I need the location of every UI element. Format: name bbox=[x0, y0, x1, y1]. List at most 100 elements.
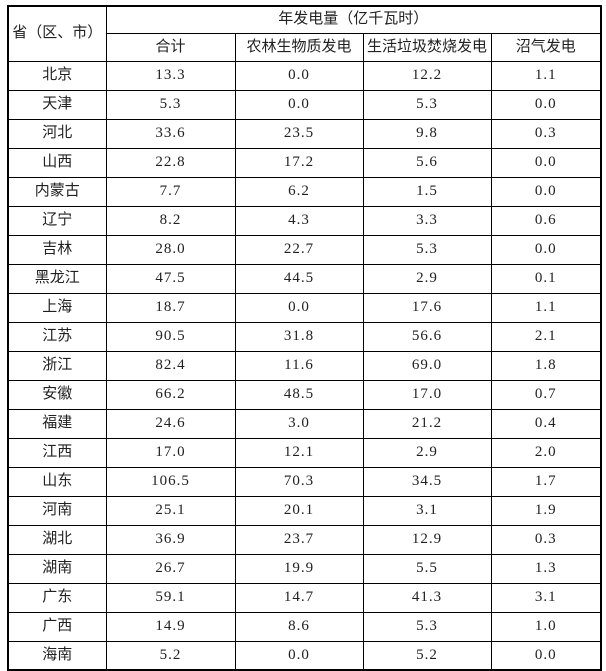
table-row: 黑龙江 47.5 44.5 2.9 0.1 bbox=[7, 263, 602, 294]
value-cell: 0.3 bbox=[490, 524, 602, 555]
value-cell: 0.0 bbox=[490, 147, 602, 178]
table-row: 广东 59.1 14.7 41.3 3.1 bbox=[7, 582, 602, 613]
value-cell: 59.1 bbox=[105, 582, 236, 613]
value-cell: 0.0 bbox=[490, 176, 602, 207]
value-cell: 12.9 bbox=[362, 524, 492, 555]
value-cell: 5.3 bbox=[362, 611, 492, 642]
value-cell: 12.1 bbox=[234, 437, 364, 468]
value-cell: 22.8 bbox=[105, 147, 236, 178]
sub-header-row: 合计 农林生物质发电 生活垃圾焚烧发电 沼气发电 bbox=[8, 32, 602, 62]
value-cell: 90.5 bbox=[105, 321, 236, 352]
col-header-biogas: 沼气发电 bbox=[490, 32, 602, 62]
value-cell: 25.1 bbox=[105, 495, 236, 526]
province-cell: 黑龙江 bbox=[7, 263, 107, 294]
value-cell: 18.7 bbox=[105, 292, 236, 323]
value-cell: 1.8 bbox=[490, 350, 602, 381]
value-cell: 5.5 bbox=[362, 553, 492, 584]
value-cell: 5.3 bbox=[105, 89, 236, 120]
value-cell: 3.1 bbox=[362, 495, 492, 526]
annual-generation-group-header: 年发电量（亿千瓦时） bbox=[105, 5, 602, 34]
table-row: 浙江 82.4 11.6 69.0 1.8 bbox=[7, 350, 602, 381]
province-cell: 河南 bbox=[7, 495, 107, 526]
table-row: 江苏 90.5 31.8 56.6 2.1 bbox=[7, 321, 602, 352]
value-cell: 0.0 bbox=[490, 89, 602, 120]
value-cell: 1.1 bbox=[490, 60, 602, 91]
value-cell: 0.3 bbox=[490, 118, 602, 149]
value-cell: 8.6 bbox=[234, 611, 364, 642]
value-cell: 1.7 bbox=[490, 466, 602, 497]
value-cell: 24.6 bbox=[105, 408, 236, 439]
table-row: 北京 13.3 0.0 12.2 1.1 bbox=[7, 60, 602, 91]
province-cell: 山东 bbox=[7, 466, 107, 497]
province-cell: 海南 bbox=[7, 640, 107, 671]
province-column-header: 省（区、市） bbox=[7, 5, 107, 62]
province-cell: 江苏 bbox=[7, 321, 107, 352]
value-cell: 14.7 bbox=[234, 582, 364, 613]
value-cell: 70.3 bbox=[234, 466, 364, 497]
province-cell: 江西 bbox=[7, 437, 107, 468]
value-cell: 1.0 bbox=[490, 611, 602, 642]
value-cell: 20.1 bbox=[234, 495, 364, 526]
value-cell: 8.2 bbox=[105, 205, 236, 236]
value-cell: 0.0 bbox=[234, 60, 364, 91]
value-cell: 66.2 bbox=[105, 379, 236, 410]
value-cell: 23.7 bbox=[234, 524, 364, 555]
value-cell: 19.9 bbox=[234, 553, 364, 584]
value-cell: 31.8 bbox=[234, 321, 364, 352]
value-cell: 17.0 bbox=[105, 437, 236, 468]
value-cell: 33.6 bbox=[105, 118, 236, 149]
table-row: 江西 17.0 12.1 2.9 2.0 bbox=[7, 437, 602, 468]
value-cell: 47.5 bbox=[105, 263, 236, 294]
value-cell: 3.1 bbox=[490, 582, 602, 613]
value-cell: 22.7 bbox=[234, 234, 364, 265]
value-cell: 11.6 bbox=[234, 350, 364, 381]
value-cell: 2.9 bbox=[362, 263, 492, 294]
value-cell: 34.5 bbox=[362, 466, 492, 497]
value-cell: 17.2 bbox=[234, 147, 364, 178]
province-cell: 安徽 bbox=[7, 379, 107, 410]
value-cell: 12.2 bbox=[362, 60, 492, 91]
province-cell: 广西 bbox=[7, 611, 107, 642]
table-header: 省（区、市） 年发电量（亿千瓦时） 合计 农林生物质发电 生活垃圾焚烧发电 沼气… bbox=[7, 5, 602, 62]
value-cell: 13.3 bbox=[105, 60, 236, 91]
value-cell: 26.7 bbox=[105, 553, 236, 584]
value-cell: 56.6 bbox=[362, 321, 492, 352]
table-row: 山西 22.8 17.2 5.6 0.0 bbox=[7, 147, 602, 178]
value-cell: 0.4 bbox=[490, 408, 602, 439]
value-cell: 28.0 bbox=[105, 234, 236, 265]
value-cell: 41.3 bbox=[362, 582, 492, 613]
table-row: 天津 5.3 0.0 5.3 0.0 bbox=[7, 89, 602, 120]
province-cell: 上海 bbox=[7, 292, 107, 323]
value-cell: 1.5 bbox=[362, 176, 492, 207]
table-row: 河北 33.6 23.5 9.8 0.3 bbox=[7, 118, 602, 149]
value-cell: 0.7 bbox=[490, 379, 602, 410]
province-cell: 天津 bbox=[7, 89, 107, 120]
table-row: 河南 25.1 20.1 3.1 1.9 bbox=[7, 495, 602, 526]
value-cell: 36.9 bbox=[105, 524, 236, 555]
table-row: 广西 14.9 8.6 5.3 1.0 bbox=[7, 611, 602, 642]
value-cell: 1.1 bbox=[490, 292, 602, 323]
value-cell: 0.1 bbox=[490, 263, 602, 294]
group-header-row: 省（区、市） 年发电量（亿千瓦时） bbox=[7, 5, 602, 62]
value-cell: 14.9 bbox=[105, 611, 236, 642]
value-cell: 0.0 bbox=[234, 292, 364, 323]
table-row: 安徽 66.2 48.5 17.0 0.7 bbox=[7, 379, 602, 410]
value-cell: 23.5 bbox=[234, 118, 364, 149]
table-row: 湖南 26.7 19.9 5.5 1.3 bbox=[7, 553, 602, 584]
power-generation-table: 省（区、市） 年发电量（亿千瓦时） 合计 农林生物质发电 生活垃圾焚烧发电 沼气… bbox=[7, 5, 603, 671]
province-cell: 吉林 bbox=[7, 234, 107, 265]
value-cell: 17.0 bbox=[362, 379, 492, 410]
value-cell: 2.0 bbox=[490, 437, 602, 468]
value-cell: 4.3 bbox=[234, 205, 364, 236]
table-row: 福建 24.6 3.0 21.2 0.4 bbox=[7, 408, 602, 439]
province-cell: 湖南 bbox=[7, 553, 107, 584]
table-row: 内蒙古 7.7 6.2 1.5 0.0 bbox=[7, 176, 602, 207]
province-cell: 辽宁 bbox=[7, 205, 107, 236]
table-body: 北京 13.3 0.0 12.2 1.1 天津 5.3 0.0 5.3 0.0 河北 33.6 23.5… bbox=[7, 60, 602, 671]
province-cell: 福建 bbox=[7, 408, 107, 439]
value-cell: 48.5 bbox=[234, 379, 364, 410]
table-row: 山东 106.5 70.3 34.5 1.7 bbox=[7, 466, 602, 497]
value-cell: 3.0 bbox=[234, 408, 364, 439]
col-header-waste-incineration: 生活垃圾焚烧发电 bbox=[362, 32, 492, 62]
